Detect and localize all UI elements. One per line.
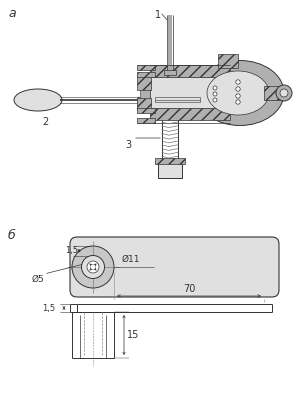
- Bar: [150, 108, 230, 120]
- Text: б: б: [8, 229, 16, 242]
- Text: 70: 70: [183, 284, 195, 294]
- Circle shape: [236, 80, 240, 84]
- Bar: [164, 70, 176, 75]
- Ellipse shape: [207, 71, 269, 115]
- Bar: [218, 54, 238, 68]
- FancyBboxPatch shape: [70, 237, 279, 297]
- Circle shape: [87, 261, 99, 273]
- Text: 3: 3: [125, 140, 131, 150]
- Circle shape: [72, 246, 114, 288]
- Bar: [158, 160, 182, 178]
- Text: а: а: [8, 7, 16, 20]
- Bar: [137, 65, 155, 70]
- Text: 15: 15: [127, 330, 139, 340]
- Bar: [140, 90, 150, 98]
- Bar: [137, 118, 155, 123]
- Text: 1,5: 1,5: [42, 304, 55, 312]
- Bar: [137, 72, 155, 77]
- Circle shape: [213, 86, 217, 90]
- Circle shape: [276, 85, 292, 101]
- Circle shape: [236, 87, 240, 91]
- Circle shape: [213, 92, 217, 96]
- Text: Ø5: Ø5: [32, 274, 45, 284]
- Circle shape: [236, 100, 240, 104]
- Text: Ø11: Ø11: [122, 255, 141, 264]
- Bar: [137, 108, 155, 113]
- Text: 2: 2: [42, 117, 48, 127]
- Circle shape: [213, 98, 217, 102]
- Bar: [155, 97, 200, 102]
- Bar: [150, 77, 230, 108]
- Text: 1,5: 1,5: [65, 246, 78, 255]
- Ellipse shape: [14, 89, 62, 111]
- Bar: [264, 86, 284, 100]
- Text: 1: 1: [155, 10, 161, 20]
- Ellipse shape: [196, 60, 284, 126]
- Bar: [155, 158, 185, 164]
- Circle shape: [280, 89, 288, 97]
- Bar: [150, 65, 230, 77]
- Bar: [137, 76, 151, 90]
- Bar: [137, 98, 151, 110]
- Polygon shape: [138, 97, 145, 103]
- Circle shape: [236, 94, 240, 98]
- Circle shape: [81, 256, 104, 278]
